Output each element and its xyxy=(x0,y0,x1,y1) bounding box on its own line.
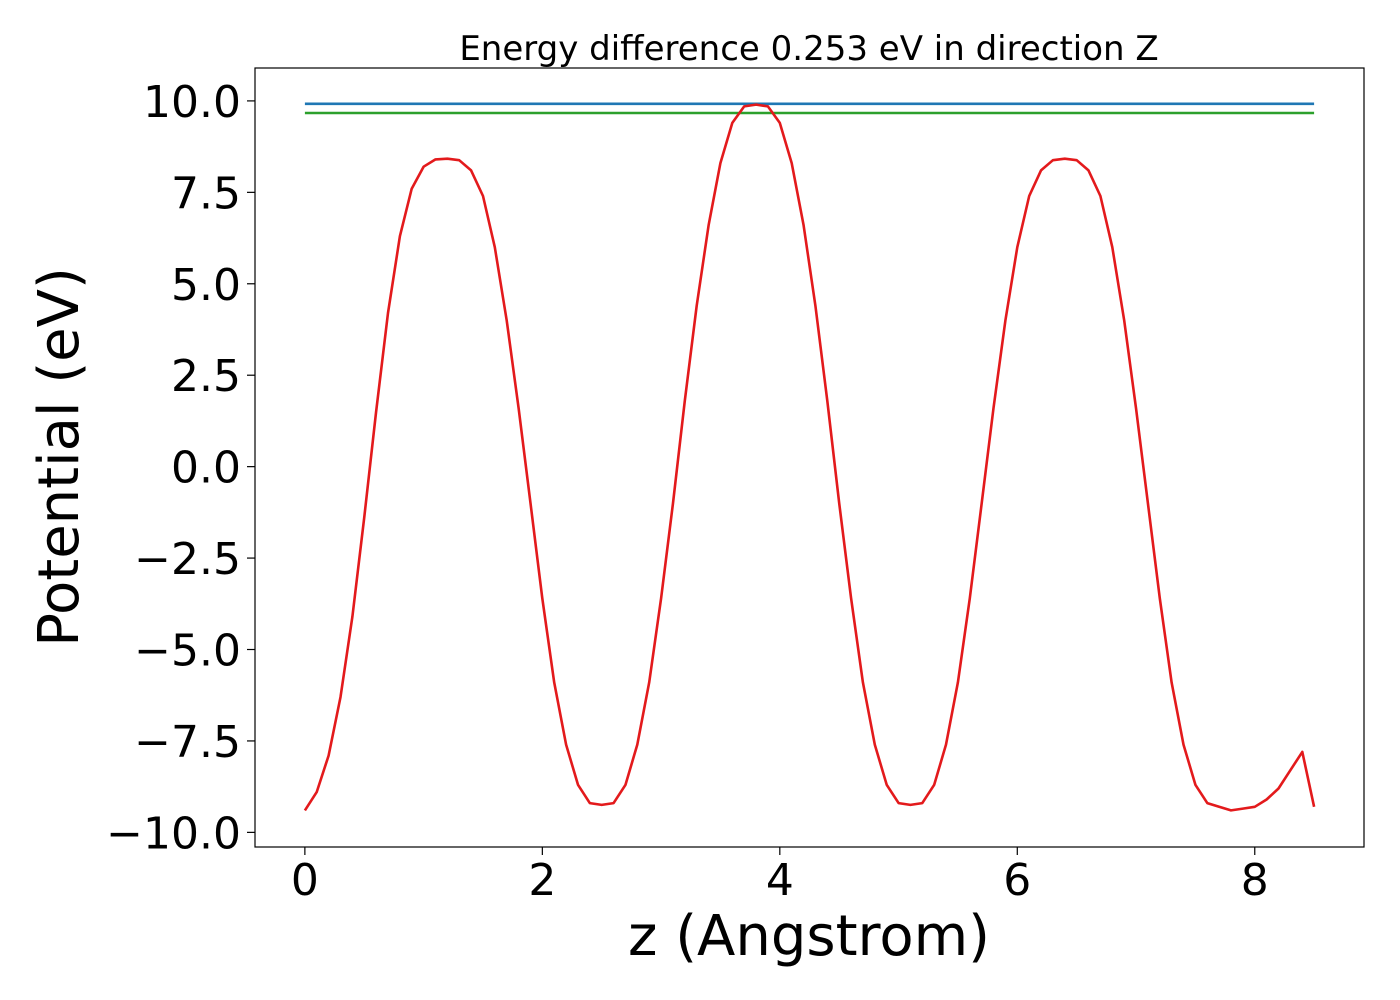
plot-frame xyxy=(254,67,1365,848)
chart-title: Energy difference 0.253 eV in direction … xyxy=(459,29,1158,69)
y-tick-label: 10.0 xyxy=(143,77,241,128)
y-axis: −10.0 −7.5 −5.0 −2.5 0.0 2.5 5.0 7.5 10.0 xyxy=(106,77,255,859)
y-tick-label: 0.0 xyxy=(171,443,241,494)
y-tick-label: −5.0 xyxy=(134,626,241,677)
x-axis: 0 2 4 6 8 xyxy=(291,847,1269,906)
x-tick-label: 0 xyxy=(291,855,319,906)
x-axis-label: z (Angstrom) xyxy=(628,904,990,969)
x-tick-label: 2 xyxy=(528,855,556,906)
y-tick-label: 7.5 xyxy=(171,168,241,219)
y-tick-label: 5.0 xyxy=(171,260,241,311)
y-tick-label: −2.5 xyxy=(134,534,241,585)
x-tick-label: 4 xyxy=(766,855,794,906)
x-tick-label: 8 xyxy=(1241,855,1269,906)
series-2-line xyxy=(303,103,1316,812)
y-tick-label: −7.5 xyxy=(134,717,241,768)
y-tick-label: −10.0 xyxy=(106,808,241,859)
x-tick-label: 6 xyxy=(1003,855,1031,906)
y-tick-label: 2.5 xyxy=(171,351,241,402)
series-layer xyxy=(303,102,1316,812)
y-axis-label: Potential (eV) xyxy=(27,267,92,647)
